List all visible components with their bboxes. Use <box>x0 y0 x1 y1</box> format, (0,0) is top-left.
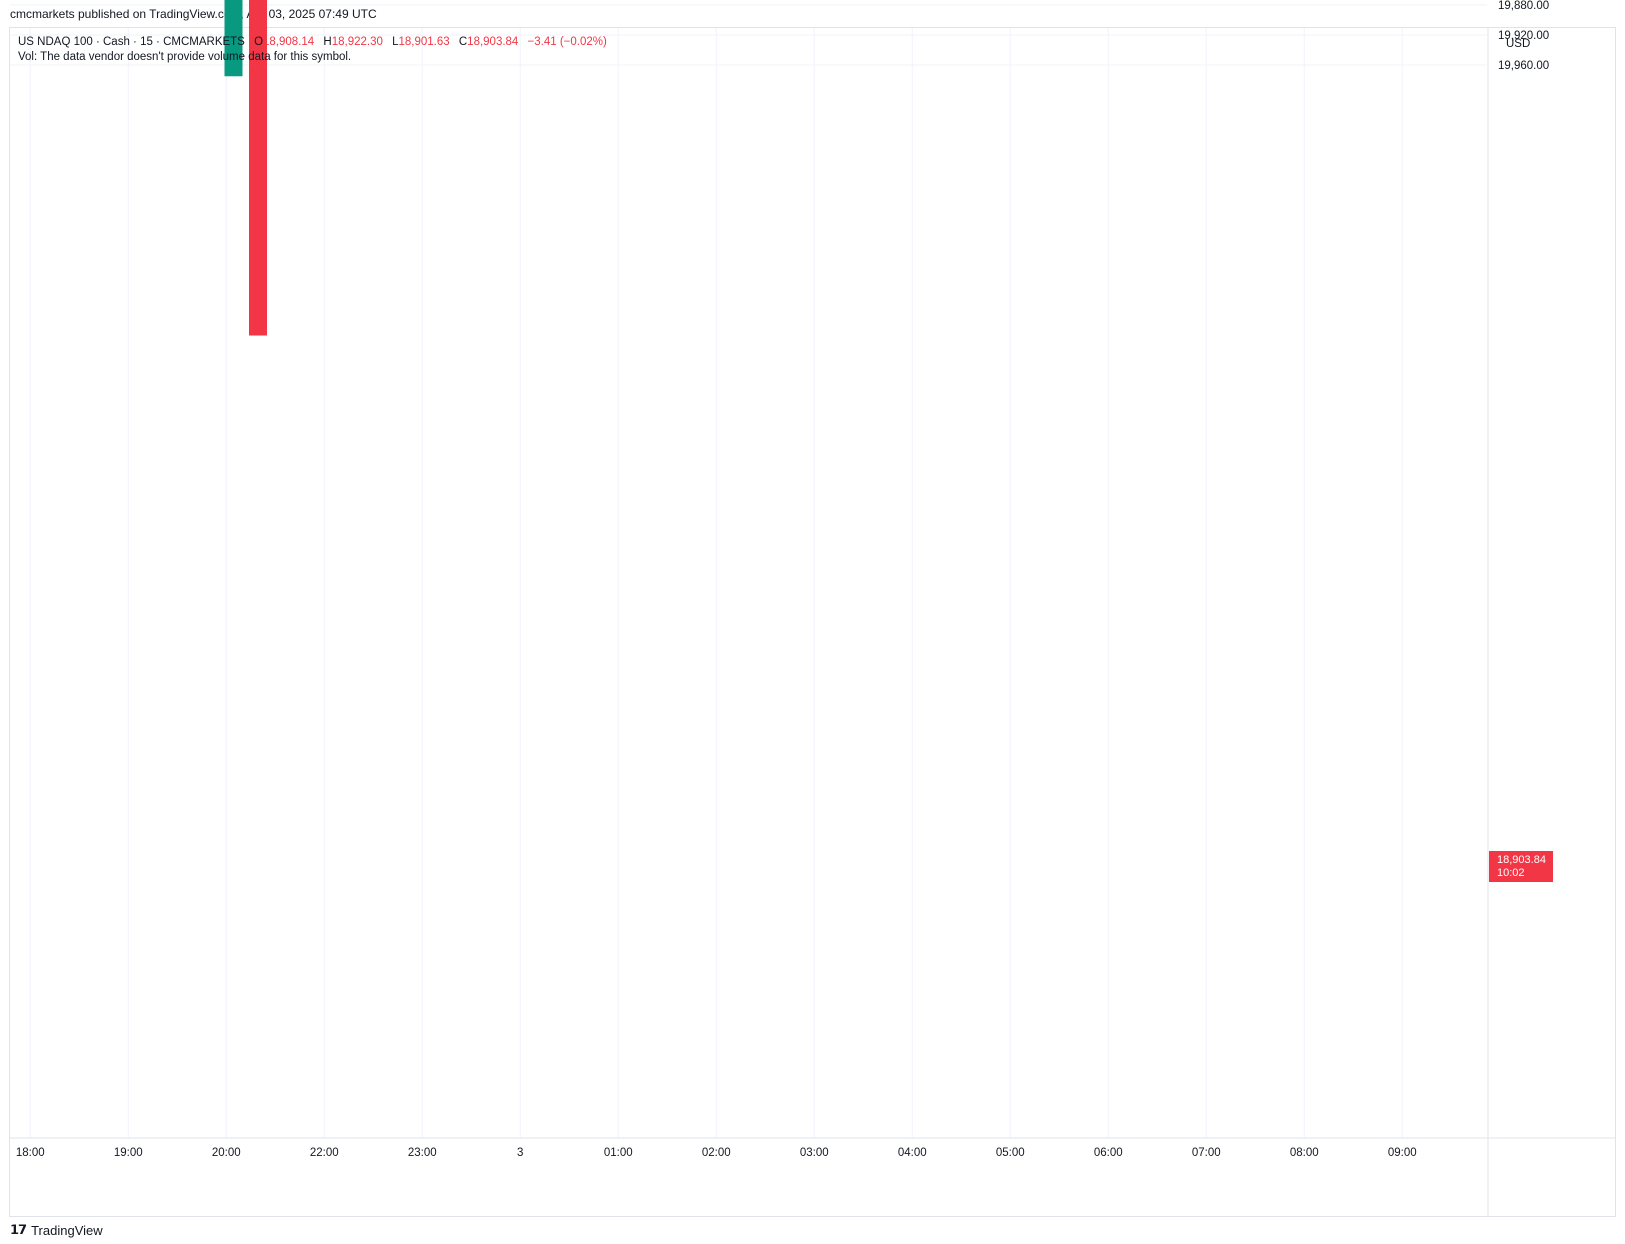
low-label: L <box>392 36 399 48</box>
y-tick-label: 19,880.00 <box>1498 0 1549 12</box>
price-axis: 19,960.0019,920.0019,880.0019,840.0019,8… <box>1498 0 1549 72</box>
open-label: O <box>254 36 264 48</box>
x-tick-label: 20:00 <box>212 1147 241 1159</box>
chart-frame[interactable] <box>9 27 1616 1217</box>
y-tick-label: 19,960.00 <box>1498 60 1549 72</box>
symbol-legend: US NDAQ 100 · Cash · 15 · CMCMARKETS O18… <box>18 34 607 50</box>
last-price-tag: 18,903.84 10:02 <box>1489 851 1553 882</box>
close-label: C <box>458 36 468 48</box>
tradingview-brand[interactable]: 𝟭𝟳 TradingView <box>10 1222 103 1238</box>
candle-up <box>224 0 243 77</box>
candle-body <box>224 0 243 77</box>
high-label: H <box>323 36 332 48</box>
last-price-value: 18,903.84 <box>1497 854 1546 866</box>
bar-countdown: 10:02 <box>1497 867 1525 879</box>
x-tick-label: 07:00 <box>1192 1147 1221 1159</box>
x-tick-label: 01:00 <box>604 1147 633 1159</box>
x-tick-label: 19:00 <box>114 1147 143 1159</box>
y-tick-label: 19,920.00 <box>1498 30 1549 42</box>
publisher-note: cmcmarkets published on TradingView.com,… <box>10 7 377 21</box>
close-value: 18,903.84 <box>467 36 519 48</box>
x-tick-label: 05:00 <box>996 1147 1025 1159</box>
x-tick-label: 04:00 <box>898 1147 927 1159</box>
candle-body <box>249 0 267 336</box>
x-tick-label: 06:00 <box>1094 1147 1123 1159</box>
candle-down <box>249 0 267 336</box>
x-tick-label: 3 <box>517 1147 523 1159</box>
change-value: −3.41 (−0.02%) <box>527 36 607 48</box>
x-tick-label: 03:00 <box>800 1147 829 1159</box>
symbol-name: US NDAQ 100 · Cash · 15 · CMCMARKETS <box>18 36 245 48</box>
low-value: 18,901.63 <box>398 36 450 48</box>
x-tick-label: 23:00 <box>408 1147 437 1159</box>
currency-label[interactable]: USD <box>1506 38 1531 50</box>
tradingview-logo-icon: 𝟭𝟳 <box>10 1222 27 1237</box>
x-tick-label: 18:00 <box>16 1147 45 1159</box>
time-axis: 18:00 19:00 20:00 22:00 23:00 3 01:00 02:00 03:0… <box>16 1147 1417 1159</box>
x-tick-label: 22:00 <box>310 1147 339 1159</box>
x-tick-label: 08:00 <box>1290 1147 1319 1159</box>
x-tick-label: 02:00 <box>702 1147 731 1159</box>
x-tick-label: 09:00 <box>1388 1147 1417 1159</box>
candles <box>224 0 267 336</box>
volume-note: Vol: The data vendor doesn't provide vol… <box>18 51 352 63</box>
open-value: 18,908.14 <box>263 36 315 48</box>
brand-name: TradingView <box>31 1222 103 1238</box>
high-value: 18,922.30 <box>331 36 383 48</box>
